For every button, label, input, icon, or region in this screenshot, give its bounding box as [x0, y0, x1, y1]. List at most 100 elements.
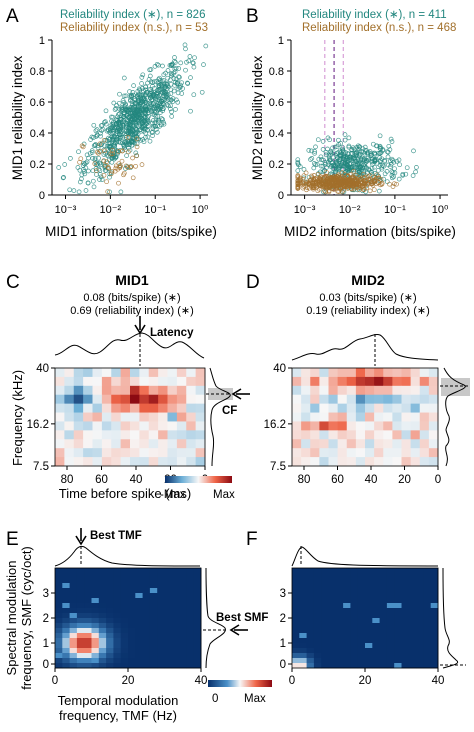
panel-b-point-significant [322, 160, 328, 165]
panel-d-heatmap-cell [301, 412, 311, 422]
panel-d-heatmap-cell [410, 394, 421, 405]
panel-f-heatmap-cell [313, 663, 322, 669]
panel-f-heatmap-cell [430, 653, 439, 659]
panel-d-heatmap-cell [401, 385, 412, 396]
panel-d-cf-shade [441, 378, 470, 396]
panel-b-point-nonsignificant [319, 181, 324, 187]
panel-f-heatmap-cell [430, 593, 439, 599]
panel-d-heatmap-cell [346, 385, 357, 396]
panel-d-heatmap-cell [419, 394, 430, 405]
panel-f-heatmap-cell [408, 658, 417, 664]
panel-d-heatmap-cell [328, 448, 339, 458]
panel-b-point-nonsignificant [303, 181, 309, 187]
panel-e-heatmap-cell [91, 633, 100, 639]
panel-c-heatmap-cell [186, 448, 197, 458]
panel-f-heatmap-cell [328, 643, 337, 649]
panel-a-point-significant [121, 93, 127, 99]
panel-d-heatmap-cell [401, 376, 412, 387]
panel-a-point-significant [99, 128, 104, 133]
panel-e-heatmap-cell [171, 623, 180, 629]
panel-f-heatmap-cell [306, 603, 315, 609]
panel-a-point-significant [128, 98, 133, 104]
panel-e-x-tick-label: 40 [195, 675, 208, 687]
panel-f-y-tick-label: 0 [280, 659, 286, 671]
panel-e-heatmap-cell [164, 573, 173, 579]
panel-c-heatmap-cell [195, 403, 206, 413]
panel-e-heatmap-cell [157, 633, 165, 639]
panel-e-heatmap-cell [193, 593, 202, 599]
panel-a-point-significant [143, 104, 149, 109]
panel-a-point-nonsignificant [125, 135, 131, 140]
panel-e-heatmap-cell [76, 588, 85, 594]
panel-f-heatmap-cell [350, 598, 359, 604]
panel-f-heatmap-cell [306, 583, 315, 589]
panel-d-heatmap-cell [410, 412, 421, 422]
panel-a-point-significant [119, 128, 125, 134]
panel-b-point-significant [338, 141, 343, 146]
panel-e-heatmap-cell [157, 658, 165, 664]
panel-c-heatmap-cell [120, 457, 131, 467]
panel-a-point-significant [190, 60, 196, 66]
panel-e-heatmap-cell [55, 598, 63, 604]
panel-b-point-significant [328, 149, 334, 155]
panel-f-heatmap-cell [423, 663, 432, 669]
panel-a-point-significant [175, 90, 181, 96]
panel-c-heatmap-cell [139, 403, 150, 413]
panel-e-heatmap-cell [84, 588, 92, 594]
panel-f-heatmap-cell [430, 568, 439, 574]
panel-d-heatmap-cell [428, 448, 439, 458]
panel-f-heatmap-cell [365, 598, 373, 604]
panel-b-point-nonsignificant [327, 184, 332, 189]
panel-b-point-significant [316, 156, 322, 162]
panel-f-x-tick-label: 20 [359, 675, 372, 687]
panel-d-heatmap-cell [410, 457, 421, 467]
panel-f-heatmap-cell [416, 633, 424, 639]
panel-c-heatmap-cell [176, 412, 187, 422]
panel-f-heatmap-cell [408, 568, 417, 574]
panel-e-heatmap-cell [142, 583, 151, 589]
panel-d-heatmap-cell [346, 457, 357, 467]
panel-f-heatmap-cell [328, 608, 337, 614]
panel-a-point-significant [190, 60, 196, 65]
panel-e-heatmap-cell [55, 613, 63, 619]
panel-e-heatmap-cell [164, 633, 173, 639]
panel-d-heatmap-cell [337, 368, 348, 378]
panel-b-point-significant [333, 169, 338, 175]
panel-a-point-nonsignificant [134, 144, 140, 150]
panel-a-point-significant [173, 107, 178, 112]
panel-a-point-significant [93, 128, 99, 134]
panel-a-point-significant [128, 113, 134, 119]
panel-a-point-nonsignificant [134, 153, 139, 159]
panel-d-heatmap-cell [310, 412, 320, 422]
panel-f-heatmap-cell [423, 658, 432, 664]
panel-a-y-tick-label: 1 [39, 35, 45, 47]
panel-f-heatmap-cell [350, 658, 359, 664]
panel-b-point-nonsignificant [356, 187, 362, 193]
panel-f-y-tick-label: 3 [280, 588, 286, 600]
panel-a-point-significant [82, 171, 88, 177]
panel-c-heatmap-cell [167, 368, 178, 378]
panel-f-heatmap-cell [328, 613, 337, 619]
panel-e-heatmap-cell [128, 613, 136, 619]
panel-f-heatmap-cell [292, 588, 300, 594]
panel-a-point-significant [183, 67, 188, 73]
panel-f-heatmap-cell [379, 578, 388, 584]
panel-f-heatmap-cell [386, 618, 395, 624]
panel-c-heatmap-frame [54, 367, 206, 467]
panel-f-heatmap-cell [394, 578, 402, 584]
panel-a-point-nonsignificant [110, 151, 116, 157]
panel-e-heatmap-cell [91, 573, 100, 579]
panel-a-point-significant [165, 75, 171, 81]
panel-e-heatmap-cell [91, 653, 100, 659]
panel-d-heatmap-cell [337, 403, 348, 413]
panel-f-heatmap-cell [386, 638, 395, 644]
panel-e-heatmap-cell [164, 658, 173, 664]
panel-f-heatmap-cell [430, 583, 439, 589]
panel-f-heatmap-cell [386, 593, 395, 599]
panel-a-point-significant [172, 80, 178, 85]
panel-d-heatmap-cell [319, 385, 329, 396]
panel-e-heatmap-cell [62, 593, 70, 599]
panel-d-heatmap-cell [428, 376, 439, 387]
panel-e-heatmap-cell [98, 658, 107, 664]
panel-f-heatmap-cell [430, 633, 439, 639]
